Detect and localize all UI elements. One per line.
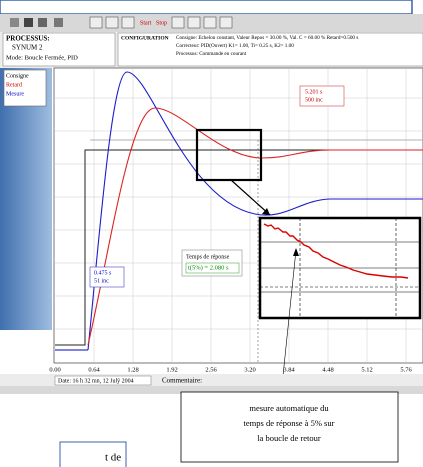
zoom-curve [263,223,409,279]
x-tick-label: 0.64 [88,366,100,373]
legend [3,69,47,107]
date-box [54,375,152,386]
footer-date: Date: 16 h 32 mn, 12 Julý 2004 [58,378,134,384]
start-button[interactable]: Start [140,20,152,26]
callout-arrowhead [293,248,299,256]
configuration-line: Processus: Commande en courant [176,51,247,57]
configuration-line: Correcteur: PID(Ouvert) K1= 1.00, Ti= 0.… [176,42,294,49]
grid [54,68,423,363]
callout-text: temps de réponse à 5% sur [244,418,335,428]
legend-entry: Retard [6,82,22,88]
process-mode: Mode: Boucle Fermée, PID [6,54,78,61]
x-tick-label: 5.12 [361,366,372,373]
zoom-region [195,128,263,182]
x-tick-label: 1.28 [127,366,138,373]
callout-text: mesure automatique du [249,403,329,413]
delayed-curve [87,107,423,346]
top-frame [0,0,413,15]
callout-box [180,391,399,463]
marker-text: 0.475 s [94,270,112,276]
status-bar [0,386,423,394]
process-panel [2,32,116,67]
side-strip [0,68,52,330]
x-tick-label: 0.00 [49,366,60,373]
configuration-line: Consigne: Echelon constant, Valeur Repos… [176,35,358,41]
x-tick-label: 2.56 [205,366,217,373]
configuration-title: CONFIGURATION [121,35,169,41]
measure-curve [87,71,423,351]
setpoint-curve [55,149,423,346]
zoom-arrowhead [262,208,270,215]
zoom-grid [260,218,420,318]
toolbar-icons [10,16,233,29]
process-name: SYNUM 2 [12,44,43,52]
marker-text: 500 inc [305,97,323,103]
marker-text: 51 inc [94,278,109,284]
configuration-panel [117,32,423,67]
process-title: PROCESSUS: [6,35,50,43]
x-tick-label: 1.92 [166,366,177,373]
marker-box [299,85,345,107]
x-tick-label: 3.20 [244,366,255,373]
x-tick-label: 4.48 [322,366,333,373]
legend-entry: Consigne [6,73,29,79]
marker-text: 5.201 s [305,89,323,95]
partial-box [59,441,127,467]
partial-text: t de [105,452,121,464]
zoom-arrow [230,179,271,216]
legend-entry: Mesure [6,91,24,97]
response-value: t(5%) = 2.080 s [188,264,229,271]
x-tick-labels: 0.00 0.64 1.28 1.92 2.56 3.20 3.84 4.48 … [49,366,412,373]
response-value-box [185,262,240,274]
response-title: Temps de réponse [186,254,230,260]
marker-box [89,266,125,288]
footer-comment: Commentaire: [162,377,202,385]
x-tick-label: 3.84 [283,366,295,373]
x-tick-label: 5.76 [400,366,412,373]
stop-button[interactable]: Stop [156,20,167,26]
callout-text: la boucle de retour [257,433,321,443]
